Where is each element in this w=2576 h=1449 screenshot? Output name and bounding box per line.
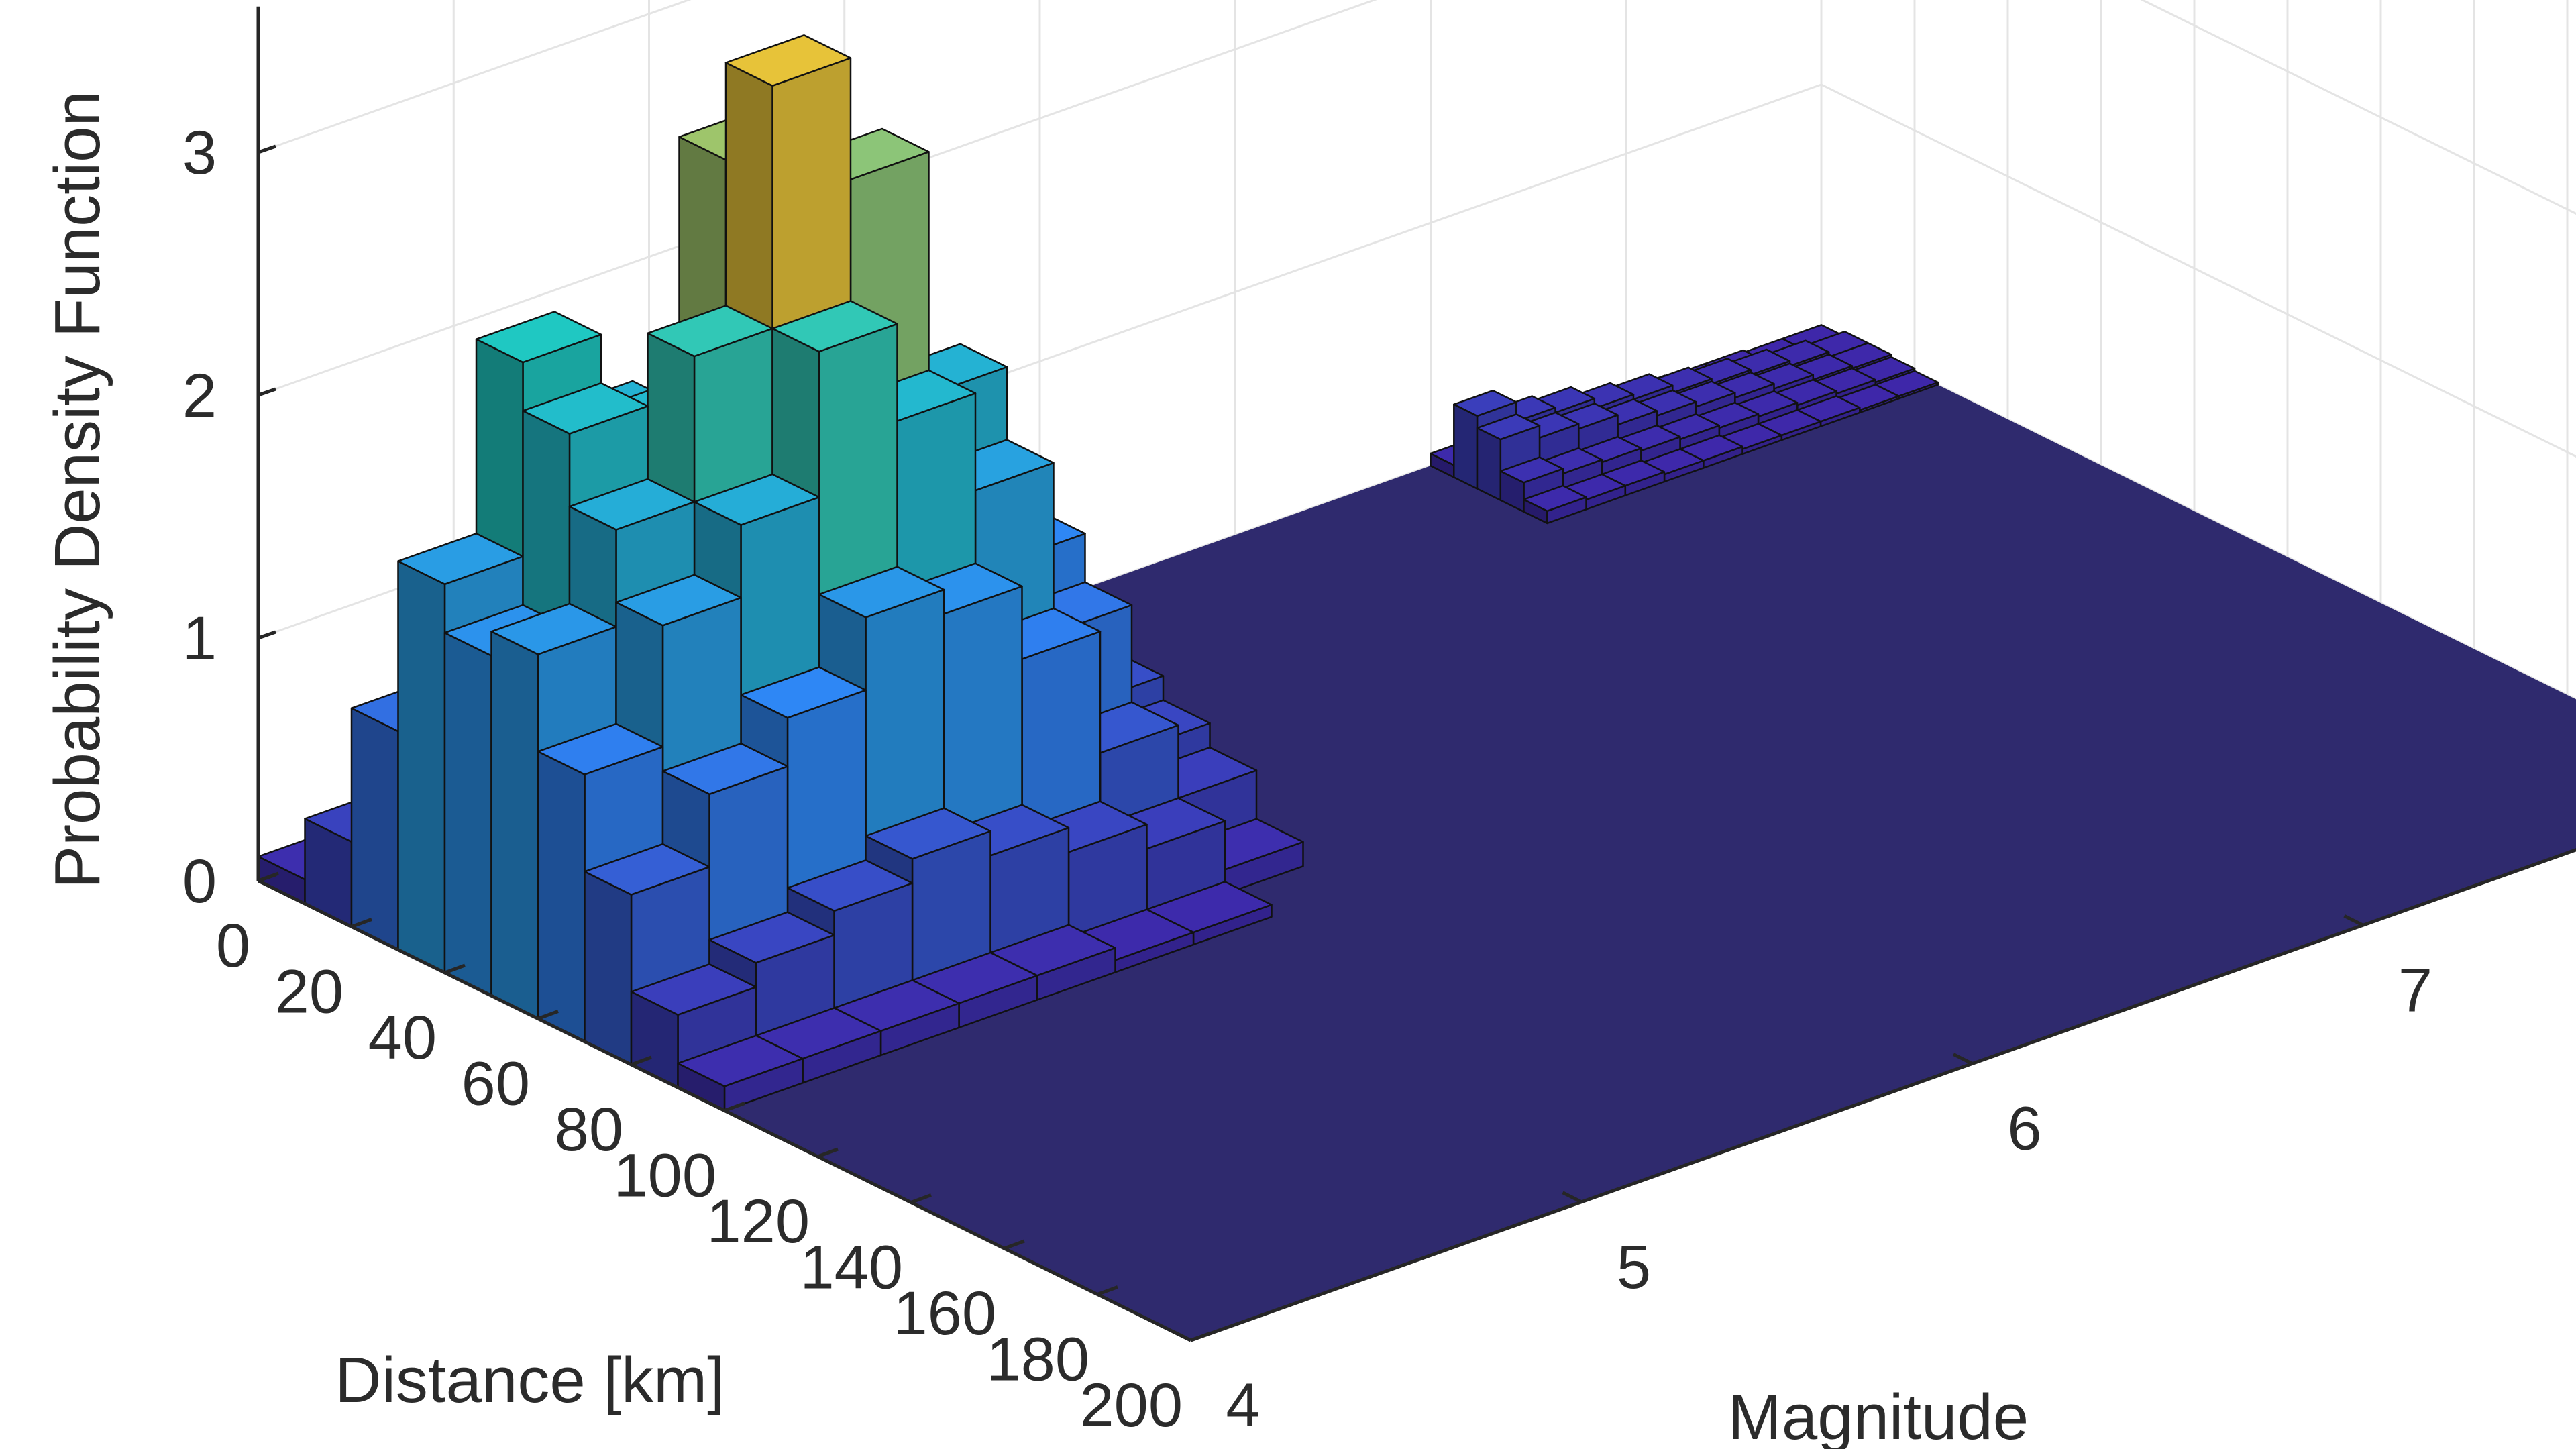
bar-top-face: [522, 382, 649, 435]
bar-top-face: [475, 311, 602, 364]
z-axis-title: Probability Density Function: [42, 91, 113, 889]
histogram-bars: [257, 34, 1939, 1112]
bar-top-face: [677, 1034, 804, 1087]
x-tick-label: 180: [987, 1326, 1090, 1394]
bar-top-face: [1499, 456, 1564, 484]
floor-plane: [258, 327, 2576, 1340]
z-tick-mark: [258, 387, 276, 397]
bar-top-face: [568, 478, 696, 531]
x-tick-label: 80: [555, 1095, 623, 1164]
y-tick-label: 7: [2398, 956, 2432, 1024]
bar-side-face: [1476, 427, 1502, 501]
bar-side-face: [490, 631, 539, 1020]
bar-top-face: [708, 911, 835, 964]
x-tick-mark: [444, 963, 466, 975]
bar-top-face: [584, 843, 710, 896]
x-tick-mark: [724, 1102, 745, 1112]
x-tick-mark: [817, 1147, 839, 1159]
z-tick-mark: [258, 630, 276, 640]
x-tick-label: 160: [894, 1279, 997, 1348]
x-tick-label: 140: [800, 1234, 904, 1302]
y-tick-mark: [2343, 914, 2364, 927]
bar-top-face: [771, 300, 898, 353]
y-tick-mark: [1952, 1053, 1974, 1065]
bar-top-face: [693, 473, 820, 526]
back-wall-grid-line: [258, 0, 692, 154]
y-axis-title: Magnitude: [1728, 1381, 2029, 1449]
bar-top-face: [740, 666, 867, 719]
bar-top-face: [1476, 413, 1541, 441]
bar-side-face: [397, 560, 446, 974]
x-tick-mark: [1190, 1331, 1212, 1342]
floor-surface: [258, 327, 2576, 1340]
y-tick-mark: [1562, 1191, 1582, 1203]
bar-top-face: [630, 963, 757, 1016]
x-tick-mark: [258, 871, 279, 883]
y-tick-label: 4: [1226, 1371, 1260, 1440]
bar-side-face: [350, 707, 399, 951]
x-tick-label: 100: [614, 1142, 717, 1210]
x-tick-mark: [1097, 1285, 1118, 1296]
bar-top-face: [615, 574, 742, 627]
x-axis-title: Distance [km]: [335, 1344, 724, 1416]
bar-side-face: [443, 631, 492, 997]
x-tick-label: 40: [368, 1004, 437, 1072]
z-tick-label: 1: [182, 604, 217, 673]
tick-labels: 012302040608010012014016018020045678: [182, 119, 2432, 1440]
bar-side-face: [1453, 403, 1479, 490]
bar-top-face: [537, 722, 664, 775]
bar-top-face: [724, 34, 852, 87]
x-tick-mark: [631, 1055, 652, 1067]
z-tick-label: 0: [182, 847, 217, 916]
y-tick-label: 6: [2007, 1095, 2041, 1163]
z-tick-label: 3: [182, 119, 217, 187]
y-tick-mark: [1171, 1329, 1192, 1342]
bar-top-face: [661, 743, 789, 796]
z-tick-label: 2: [182, 362, 217, 430]
x-tick-label: 200: [1080, 1371, 1183, 1440]
bar-top-face: [1523, 484, 1587, 513]
x-tick-label: 60: [462, 1050, 530, 1118]
bar-top-face: [865, 807, 991, 860]
bar-top-face: [818, 566, 945, 619]
z-tick-mark: [258, 144, 276, 154]
bar-top-face: [1453, 389, 1517, 417]
histogram-bar: [1523, 484, 1587, 525]
x-tick-label: 120: [707, 1187, 810, 1256]
bar-side-face: [584, 871, 633, 1066]
side-wall-grid-line: [1821, 0, 2576, 58]
bar-side-face: [537, 751, 586, 1043]
side-wall-grid-line: [2140, 0, 2576, 215]
x-tick-mark: [537, 1010, 559, 1020]
x-tick-label: 20: [275, 958, 343, 1026]
y-tick-label: 5: [1617, 1233, 1651, 1301]
x-tick-mark: [1004, 1239, 1025, 1250]
x-tick-mark: [351, 918, 372, 928]
x-tick-mark: [910, 1193, 932, 1204]
x-tick-label: 0: [216, 912, 250, 980]
bar-top-face: [786, 859, 914, 912]
